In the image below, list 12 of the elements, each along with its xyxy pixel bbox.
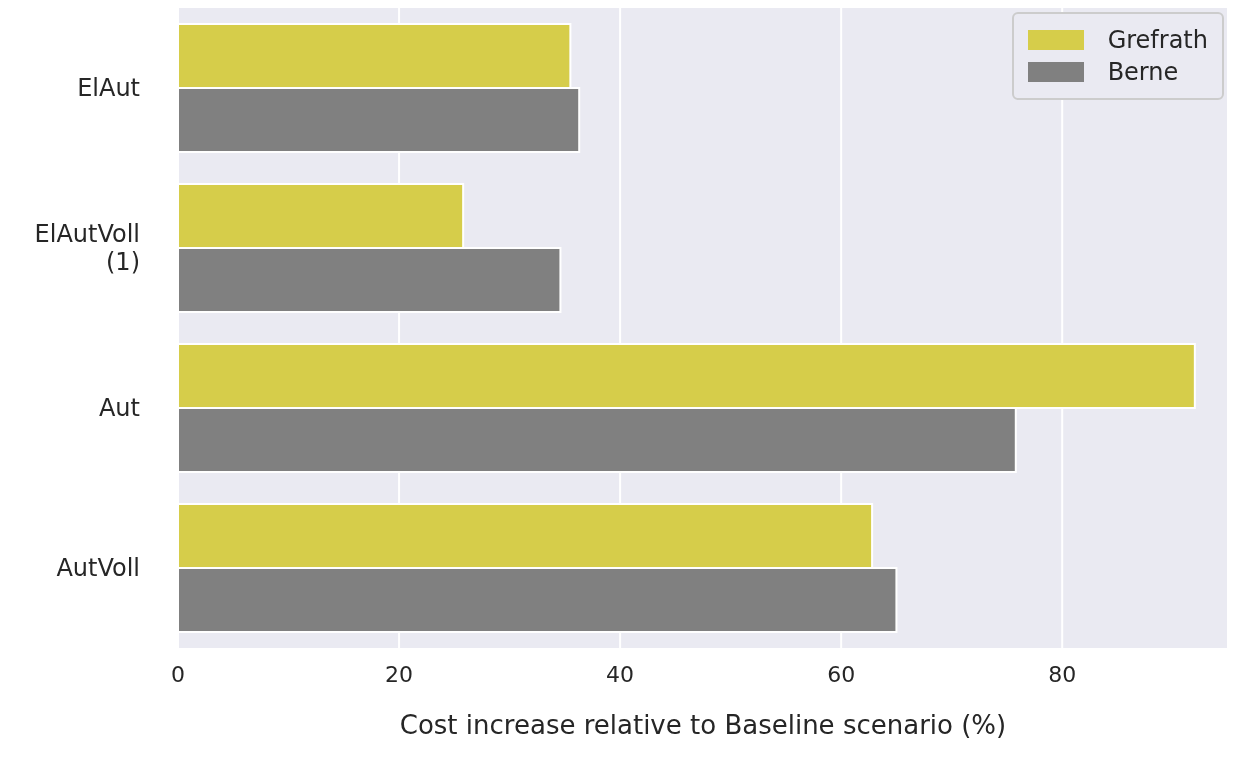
y-tick-label: ElAutVoll (1) <box>34 220 140 276</box>
y-tick-label: Aut <box>98 394 140 422</box>
x-tick-label: 80 <box>1048 661 1077 687</box>
x-tick-label: 0 <box>171 661 185 687</box>
x-axis-title: Cost increase relative to Baseline scenario (%) <box>399 710 1007 740</box>
legend-label: Grefrath <box>1107 26 1208 54</box>
x-tick-label: 20 <box>385 661 414 687</box>
x-tick-label: 60 <box>827 661 856 687</box>
y-tick-label: ElAut <box>77 74 140 102</box>
y-tick-label: AutVoll <box>56 554 140 582</box>
x-tick-label: 40 <box>606 661 635 687</box>
legend-label: Berne <box>1107 58 1179 86</box>
